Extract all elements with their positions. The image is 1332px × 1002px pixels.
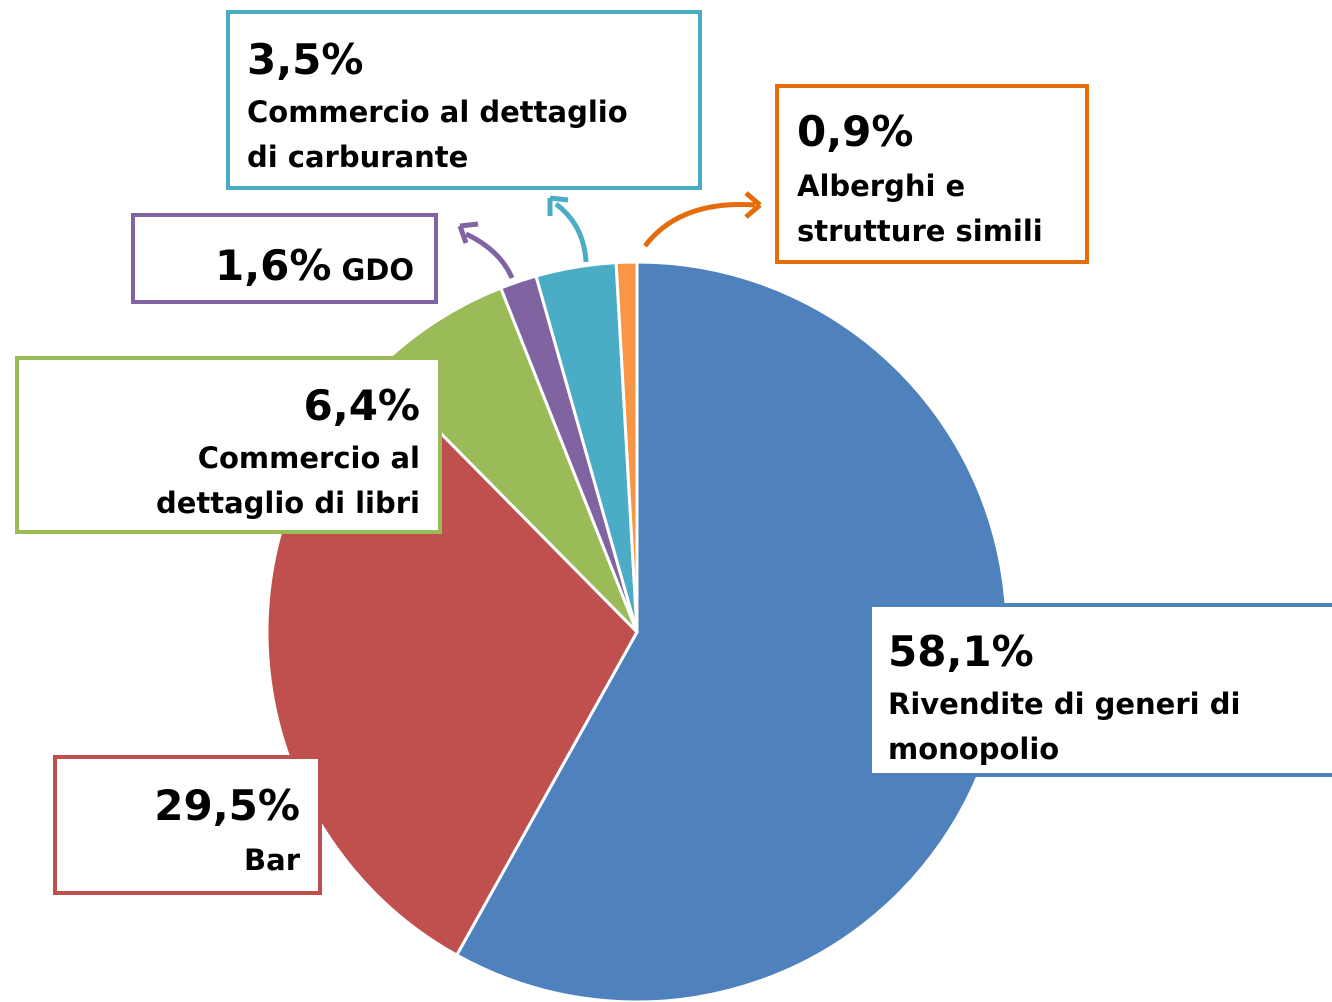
label-line: dettaglio di libri xyxy=(156,486,420,520)
label-line: di carburante xyxy=(247,140,468,174)
callout-box xyxy=(15,356,442,534)
category-label: Bar xyxy=(244,843,301,877)
label-line: monopolio xyxy=(888,732,1059,766)
callout: 58,1% Rivendite di generi di monopolio xyxy=(868,603,1332,777)
callout: 3,5% Commercio al dettaglio di carburante xyxy=(226,10,702,190)
label-line: Bar xyxy=(244,843,301,877)
label-line: Rivendite di generi di xyxy=(888,687,1240,721)
category-label: Commercio al dettaglio di carburante xyxy=(247,95,628,174)
category-label: GDO xyxy=(341,253,414,287)
arrow xyxy=(554,202,589,263)
callout-label: 1,6% GDO xyxy=(215,241,414,290)
category-label: Rivendite di generi di monopolio xyxy=(888,687,1240,766)
value-label: 58,1% xyxy=(888,627,1034,676)
pie xyxy=(265,260,1009,1002)
arrow-head xyxy=(547,195,569,216)
label-line: Commercio al xyxy=(198,441,420,475)
callout: 6,4% Commercio al dettaglio di libri xyxy=(15,356,442,534)
category-label: Commercio al dettaglio di libri xyxy=(156,441,420,520)
callout: 1,6% GDO xyxy=(131,213,438,304)
slice xyxy=(614,260,639,633)
callout-box xyxy=(868,603,1332,777)
value-label: 1,6% xyxy=(215,241,331,290)
category-label: Alberghi e strutture simili xyxy=(797,169,1043,248)
arrow-head xyxy=(457,221,479,244)
callout-box xyxy=(53,755,322,895)
value-label: 29,5% xyxy=(154,781,300,830)
arrow xyxy=(643,202,756,248)
label-line: Alberghi e xyxy=(797,169,965,203)
label-line: strutture simili xyxy=(797,214,1043,248)
callout-arrows xyxy=(457,191,762,280)
value-label: 0,9% xyxy=(797,107,913,156)
callout-box xyxy=(131,213,438,304)
callout-box xyxy=(775,84,1089,264)
callout-box xyxy=(226,10,702,190)
arrow xyxy=(464,231,515,280)
label-line: Commercio al dettaglio xyxy=(247,95,628,129)
arrow-head xyxy=(744,191,762,219)
value-label: 3,5% xyxy=(247,35,363,84)
callout: 0,9% Alberghi e strutture simili xyxy=(775,84,1089,264)
callout: 29,5% Bar xyxy=(53,755,322,895)
value-label: 6,4% xyxy=(304,381,420,430)
